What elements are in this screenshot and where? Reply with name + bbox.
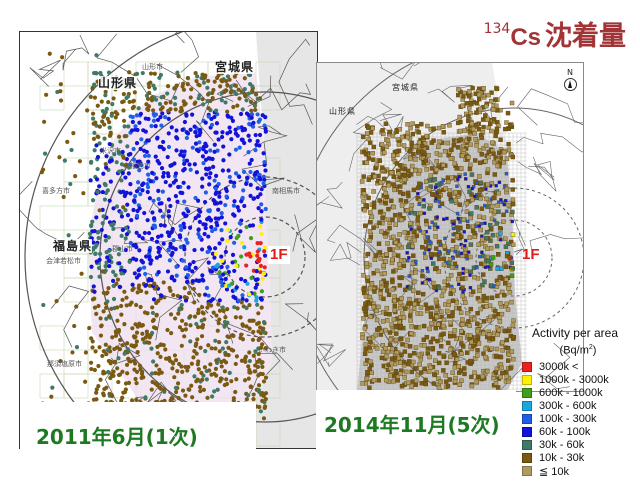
city-label-koriyama: 郡山市: [112, 245, 133, 253]
legend-item: 30k - 60k: [516, 439, 640, 452]
legend: Activity per area (Bq/m2) 3000k <1000k -…: [516, 326, 640, 478]
legend-item: 300k - 600k: [516, 400, 640, 413]
map-2014-canvas: ×: [317, 63, 583, 391]
legend-item: 3000k <: [516, 361, 640, 374]
city-label-aizuwakamatsu: 会津若松市: [46, 257, 81, 265]
map-2011: 山形県 宮城県 福島県 山形市 米沢市 喜多方市 福島市 会津若松市 郡山市 南…: [19, 31, 318, 449]
plant-marker-1f-2014: 1F: [522, 246, 540, 263]
legend-item: ≦ 10k: [516, 465, 640, 478]
prefecture-label-miyagi: 宮城県: [392, 83, 419, 92]
legend-item: 100k - 300k: [516, 413, 640, 426]
city-label-kitakata: 喜多方市: [42, 187, 70, 195]
title-text: 沈着量: [545, 21, 626, 52]
legend-label: 60k - 100k: [539, 426, 591, 439]
legend-item: 1000k - 3000k: [516, 374, 640, 387]
legend-item: 60k - 100k: [516, 426, 640, 439]
legend-label: 100k - 300k: [539, 413, 597, 426]
legend-swatch: [522, 375, 532, 386]
city-label-fukushima: 福島市: [130, 162, 151, 170]
legend-label: 30k - 60k: [539, 439, 585, 452]
legend-label: ≦ 10k: [539, 465, 570, 478]
legend-unit: (Bq/m2): [559, 344, 597, 357]
legend-swatch: [522, 427, 532, 438]
city-label-minamisoma: 南相馬市: [272, 187, 300, 195]
map-2014: × 宮城県 山形県 N: [316, 62, 584, 392]
prefecture-label-yamagata: 山形県: [98, 76, 138, 90]
legend-label: 600k - 1000k: [539, 387, 603, 400]
prefecture-label-fukushima: 福島県: [53, 239, 93, 253]
plant-marker-1f-2011: 1F: [268, 246, 290, 264]
legend-swatch: [522, 414, 532, 425]
north-label: N: [567, 68, 573, 77]
element-symbol: Cs: [510, 24, 541, 51]
legend-title: Activity per area: [531, 326, 619, 340]
isotope-mass-number: 134: [483, 21, 511, 37]
legend-swatch: [522, 362, 532, 373]
page-title: 134Cs 沈着量: [484, 12, 626, 55]
svg-text:×: ×: [507, 255, 512, 265]
prefecture-label-yamagata: 山形県: [329, 107, 356, 116]
legend-swatch: [522, 453, 532, 464]
legend-label: 10k - 30k: [539, 452, 585, 465]
legend-swatch: [522, 466, 532, 477]
north-arrow-icon: N: [563, 68, 577, 91]
legend-label: 1000k - 3000k: [539, 374, 609, 387]
legend-item: 10k - 30k: [516, 452, 640, 465]
prefecture-label-miyagi: 宮城県: [215, 60, 255, 74]
city-label-iwaki: いわき市: [258, 346, 286, 354]
city-label-yonezawa: 米沢市: [100, 147, 121, 155]
city-label-yamagata: 山形市: [142, 63, 163, 71]
legend-label: 300k - 600k: [539, 400, 597, 413]
survey-label-2011: 2011年6月(1次): [20, 402, 256, 468]
legend-swatch: [522, 388, 532, 399]
legend-swatch: [522, 440, 532, 451]
city-label-nasushiobara: 那須塩原市: [47, 360, 82, 368]
survey-label-2014: 2014年11月(5次): [316, 390, 516, 456]
legend-item: 600k - 1000k: [516, 387, 640, 400]
legend-label: 3000k <: [539, 361, 579, 374]
legend-swatch: [522, 401, 532, 412]
